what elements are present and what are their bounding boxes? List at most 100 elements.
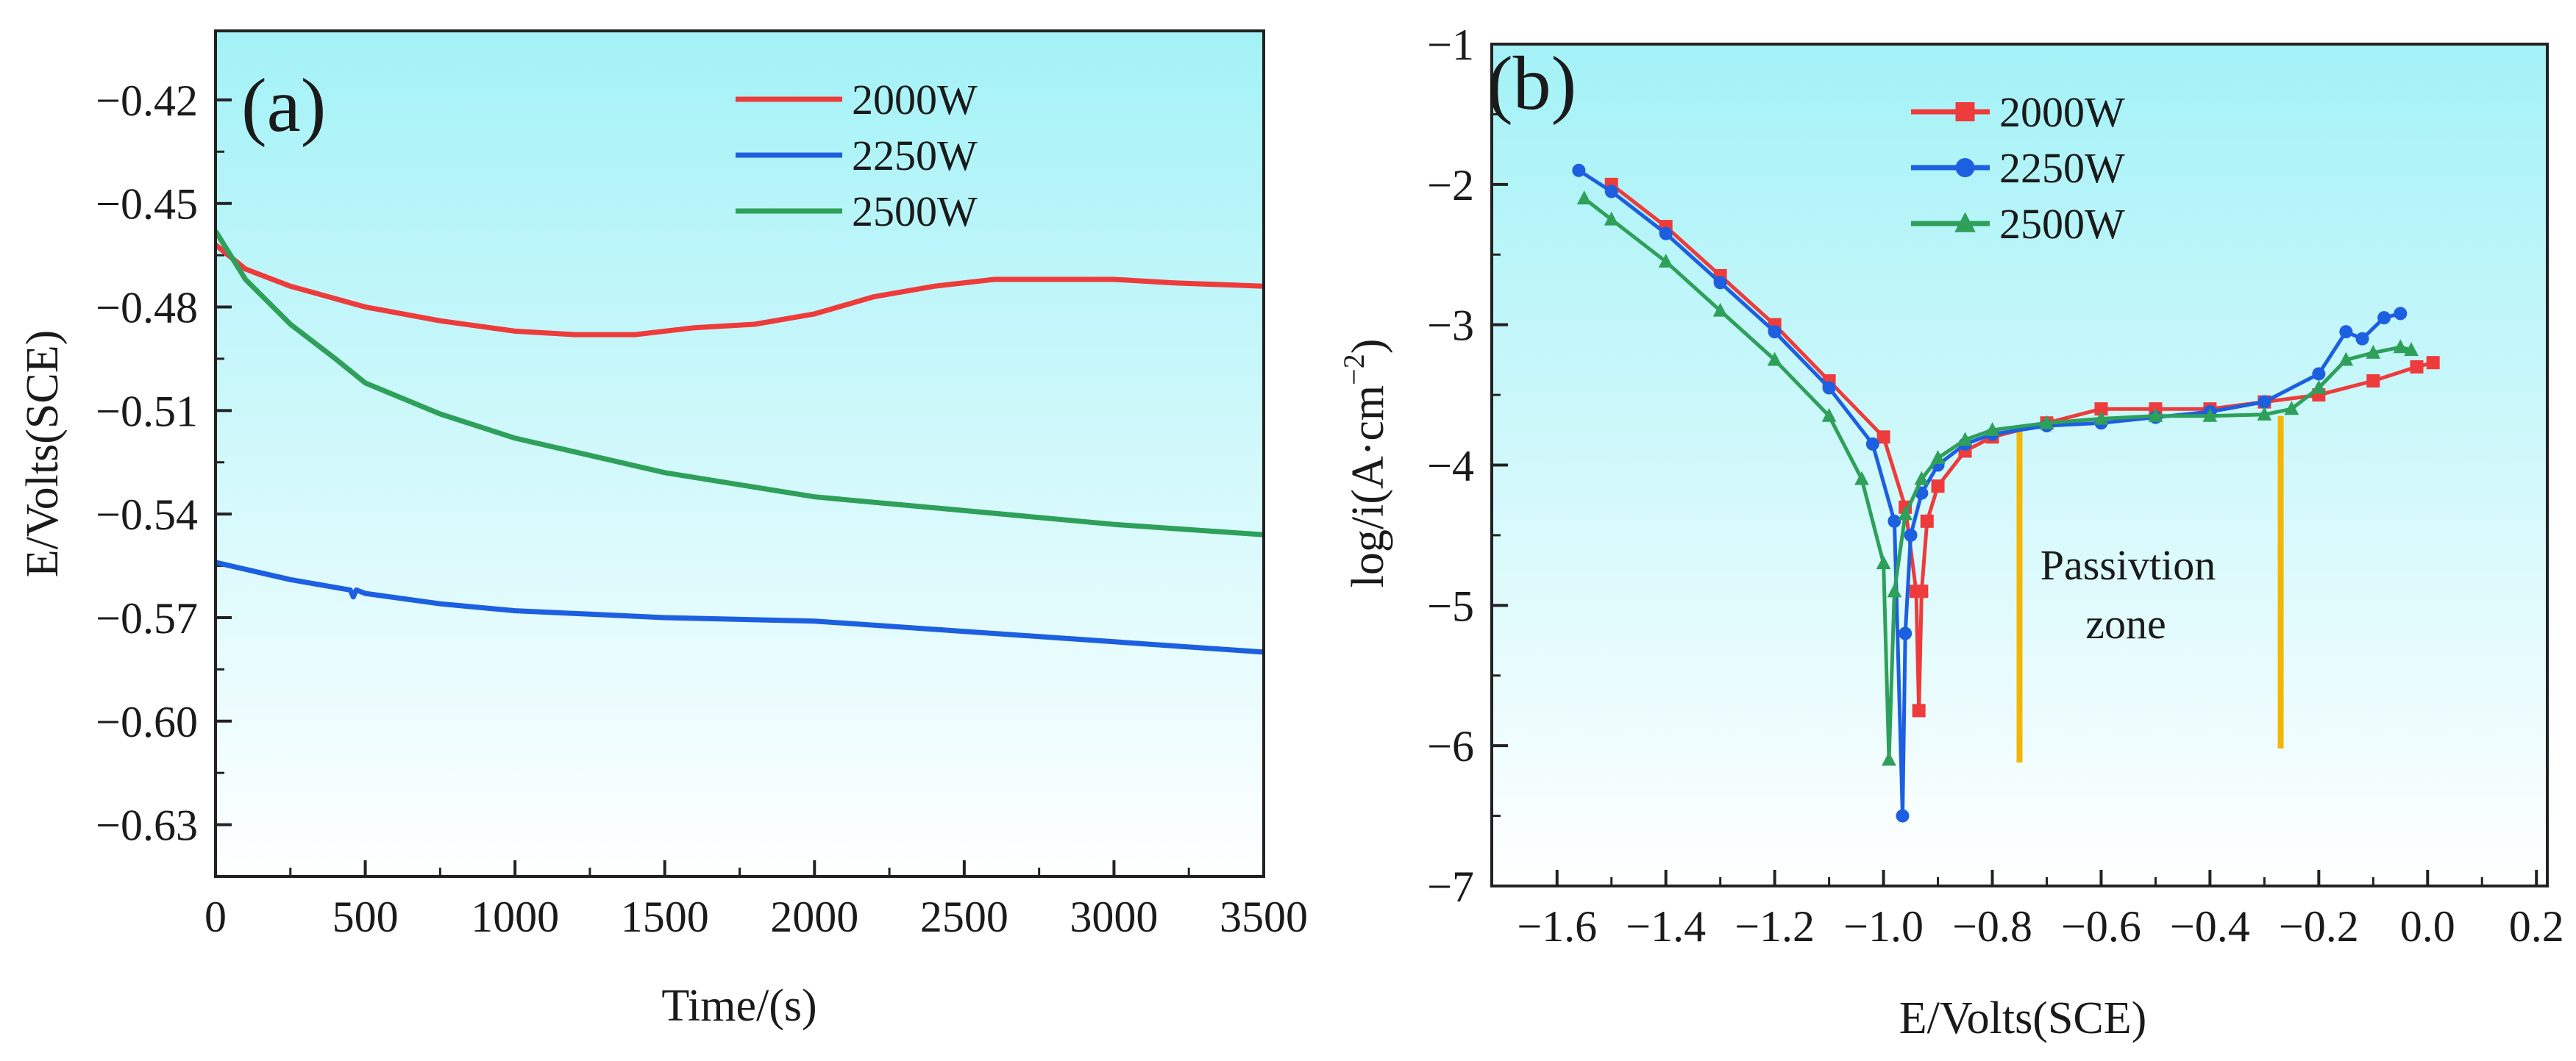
data-point-2500W	[1821, 407, 1837, 422]
y-tick-label: −0.57	[96, 594, 198, 643]
data-point-2000W	[1920, 514, 1934, 528]
data-point-2500W	[1658, 253, 1673, 268]
legend-label-2500W: 2500W	[1999, 200, 2125, 248]
y-tick-label: −0.54	[96, 490, 198, 539]
x-tick-label: −1.4	[1626, 902, 1706, 951]
data-point-2250W	[1659, 226, 1673, 240]
panel-a-plot-area	[216, 31, 1264, 876]
data-point-2250W	[1604, 185, 1618, 199]
data-point-2500W	[1576, 190, 1592, 205]
data-point-2250W	[1904, 528, 1918, 542]
data-point-2250W	[2394, 307, 2408, 321]
data-point-2500W	[2093, 410, 2109, 425]
y-tick-label: −0.51	[96, 387, 198, 435]
y-tick-label: −0.63	[96, 801, 198, 850]
y-tick-label: −2	[1427, 161, 1474, 210]
data-point-2000W	[2410, 360, 2424, 374]
data-point-2500W	[1712, 302, 1728, 317]
x-tick-label: 3000	[1070, 893, 1158, 941]
y-tick-label: −5	[1427, 582, 1474, 630]
x-tick-label: 0.0	[2400, 902, 2455, 951]
data-point-2500W	[1854, 471, 1869, 485]
data-point-2250W	[1899, 626, 1913, 640]
panel-b-series	[1572, 163, 2440, 823]
data-point-2000W	[2366, 374, 2380, 387]
data-point-2500W	[2404, 342, 2419, 357]
x-tick-label: 500	[332, 893, 399, 941]
panel-b-axes: −1.6 −1.4 −1.2 −1.0 −0.8 −0.6 −0.4 −0.2 0.0 0.2 −1…	[1427, 21, 2564, 951]
x-tick-label: −1.2	[1734, 902, 1815, 951]
panel-a: 0 500 1000 1500 2000 2500 3000 3500 −0.42 −0.45 −0…	[18, 29, 1308, 1031]
y-tick-label: −0.42	[96, 76, 198, 125]
x-tick-label: 0	[204, 893, 227, 941]
panel-b-ylabel: log/i(A·cm−2)	[1337, 339, 1393, 588]
data-point-2500W	[1930, 450, 1946, 465]
passivation-zone-lines	[2016, 415, 2284, 763]
x-tick-label: 2000	[770, 893, 858, 941]
series-line-2000W	[216, 243, 1264, 337]
y-tick-label: −6	[1427, 722, 1474, 771]
series-line-2250W	[216, 560, 1264, 655]
panel-b-ylabel-close: )	[1343, 339, 1393, 354]
data-point-2000W	[1876, 430, 1890, 444]
x-tick-label: 2500	[920, 893, 1008, 941]
data-point-2250W	[1822, 381, 1836, 395]
data-point-2500W	[1914, 471, 1929, 485]
data-point-2500W	[2257, 407, 2272, 421]
panel-a-ylabel: E/Volts(SCE)	[18, 330, 68, 577]
x-tick-label: 1500	[621, 893, 709, 941]
data-point-2250W	[2377, 311, 2391, 325]
data-point-2250W	[1865, 437, 1879, 451]
passivation-zone-label-line2: zone	[2085, 600, 2166, 648]
data-point-2500W	[2311, 379, 2327, 394]
legend-label-2000W: 2000W	[1999, 88, 2125, 136]
x-tick-label: 3500	[1220, 893, 1308, 941]
panel-a-axes: 0 500 1000 1500 2000 2500 3000 3500 −0.42 −0.45 −0…	[96, 76, 1308, 941]
data-point-2250W	[1887, 514, 1901, 528]
passivation-zone-label-line1: Passivtion	[2040, 541, 2216, 589]
y-tick-label: −3	[1427, 301, 1474, 350]
legend-marker-2000W	[1955, 102, 1975, 121]
panel-a-legend: 2000W 2250W 2500W	[736, 76, 978, 235]
y-tick-label: −4	[1427, 442, 1474, 490]
x-tick-label: −0.6	[2061, 902, 2141, 951]
data-point-2500W	[2284, 401, 2299, 415]
y-tick-label: −0.48	[96, 284, 198, 332]
data-point-2250W	[2257, 395, 2271, 409]
y-tick-label: −7	[1427, 862, 1474, 911]
data-point-2500W	[1604, 211, 1619, 226]
data-point-2000W	[2094, 402, 2108, 416]
y-tick-label: −1	[1427, 21, 1474, 69]
panel-b: −1.6 −1.4 −1.2 −1.0 −0.8 −0.6 −0.4 −0.2 0.0 0.2 −1…	[1337, 21, 2564, 1043]
panel-a-xlabel: Time/(s)	[661, 981, 816, 1031]
data-point-2500W	[1887, 583, 1902, 598]
panel-b-ylabel-main: log/i(A·cm	[1343, 385, 1393, 588]
data-point-2000W	[1915, 585, 1929, 599]
y-tick-label: −0.60	[96, 698, 198, 746]
legend-label-2250W: 2250W	[1999, 144, 2125, 192]
legend-label-2000W: 2000W	[852, 76, 978, 124]
data-point-2000W	[2426, 356, 2440, 370]
data-point-2500W	[1985, 421, 2000, 436]
y-tick-label: −0.45	[96, 180, 198, 229]
data-point-2250W	[2355, 332, 2369, 346]
data-point-2250W	[1768, 325, 1782, 339]
panel-a-label: (a)	[241, 63, 326, 148]
data-point-2500W	[1957, 432, 1973, 446]
x-tick-label: −0.8	[1952, 902, 2032, 951]
legend-label-2250W: 2250W	[852, 132, 978, 179]
data-point-2250W	[2312, 367, 2326, 381]
data-point-2250W	[1572, 163, 1586, 177]
data-point-2500W	[2393, 339, 2408, 354]
x-tick-label: −0.4	[2170, 902, 2250, 951]
legend-label-2500W: 2500W	[852, 187, 978, 235]
panel-b-legend: 2000W 2250W 2500W	[1911, 88, 2125, 248]
data-point-2500W	[2039, 415, 2054, 429]
data-point-2250W	[2339, 325, 2353, 339]
panel-a-series	[216, 229, 1264, 655]
x-tick-label: −1.6	[1517, 902, 1597, 951]
data-point-2000W	[1912, 704, 1926, 718]
data-point-2500W	[1898, 506, 1913, 521]
series-line-2500W	[216, 229, 1264, 537]
data-point-2500W	[2366, 345, 2381, 359]
